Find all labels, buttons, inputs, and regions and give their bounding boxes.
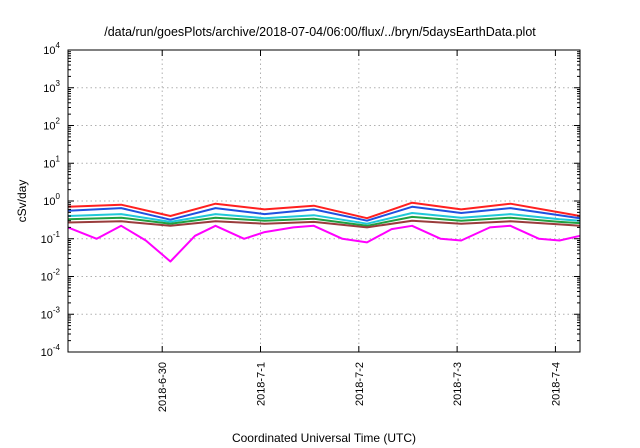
y-tick-exponent: 4 — [56, 41, 61, 50]
y-tick-label: 10-2 — [41, 268, 61, 284]
y-tick-label: 101 — [43, 154, 60, 170]
y-tick-base: 10 — [41, 309, 53, 321]
series-line-4 — [67, 215, 581, 227]
y-axis-label: cSv/day — [15, 180, 29, 223]
x-axis-label: Coordinated Universal Time (UTC) — [232, 431, 416, 445]
y-tick-exponent: -4 — [53, 343, 61, 352]
x-tick-label: 2018-7-3 — [452, 362, 464, 406]
y-tick-label: 102 — [43, 117, 60, 133]
y-tick-exponent: -2 — [53, 268, 61, 277]
y-tick-label: 100 — [43, 192, 60, 208]
y-tick-label: 104 — [43, 41, 60, 57]
y-tick-label: 103 — [43, 79, 60, 95]
y-tick-base: 10 — [41, 234, 53, 246]
series-layer — [67, 201, 581, 263]
x-axis: 2018-6-30 2018-7-1 2018-7-2 2018-7-3 2018-7-… — [157, 50, 562, 412]
y-tick-base: 10 — [43, 158, 55, 170]
chart-title: /data/run/goesPlots/archive/2018-07-04/0… — [104, 25, 536, 39]
y-tick-exponent: 2 — [56, 117, 61, 126]
y-tick-exponent: -1 — [53, 230, 61, 239]
x-tick-label: 2018-7-1 — [256, 362, 268, 406]
grid — [68, 50, 580, 352]
y-tick-base: 10 — [43, 121, 55, 133]
y-tick-base: 10 — [43, 83, 55, 95]
series-line-5 — [67, 219, 581, 229]
x-tick-label: 2018-6-30 — [157, 362, 169, 412]
y-tick-exponent: 0 — [56, 192, 61, 201]
series-line-3 — [67, 212, 581, 225]
x-tick-label: 2018-7-2 — [354, 362, 366, 406]
y-tick-label: 10-4 — [41, 343, 61, 359]
series-line-1 — [67, 201, 581, 220]
y-tick-base: 10 — [41, 347, 53, 359]
y-tick-label: 10-1 — [41, 230, 61, 246]
series-line-6 — [67, 224, 581, 263]
y-tick-label: 10-3 — [41, 305, 61, 321]
y-tick-exponent: -3 — [53, 305, 61, 314]
y-tick-base: 10 — [41, 272, 53, 284]
x-tick-label: 2018-7-4 — [550, 362, 562, 406]
y-tick-exponent: 3 — [56, 79, 61, 88]
y-tick-base: 10 — [43, 196, 55, 208]
y-tick-base: 10 — [43, 45, 55, 57]
y-tick-exponent: 1 — [56, 154, 61, 163]
series-line-2 — [67, 205, 581, 222]
